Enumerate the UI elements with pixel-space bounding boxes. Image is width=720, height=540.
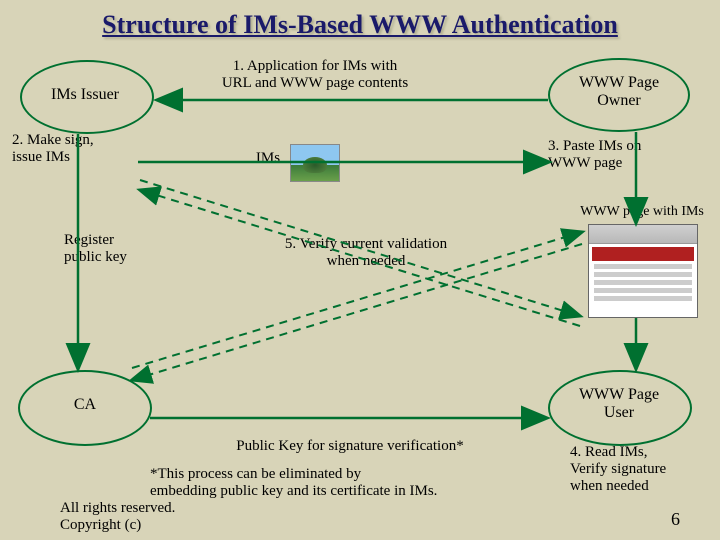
browser-thumbnail [588,224,698,318]
label-step4: 4. Read IMs, Verify signature when neede… [570,444,710,495]
label-note: *This process can be eliminated by embed… [150,466,530,500]
label-step5: 5. Verify current validation when needed [246,236,486,270]
label-register: Register public key [64,232,164,266]
label-ims: IMs [248,150,288,167]
label-step3: 3. Paste IMs on WWW page [548,138,698,172]
node-user: WWW Page User [560,386,678,422]
label-withims: WWW page with IMs [562,204,720,220]
node-owner: WWW Page Owner [564,74,674,110]
slide-title: Structure of IMs-Based WWW Authenticatio… [0,10,720,40]
slide-number: 6 [671,509,680,530]
node-issuer: IMs Issuer [40,86,130,104]
node-ca: CA [60,396,110,414]
ims-thumbnail [290,144,340,182]
label-pubkey: Public Key for signature verification* [190,438,510,455]
label-step1: 1. Application for IMs with URL and WWW … [185,58,445,92]
footer-copyright: All rights reserved. Copyright (c) [60,500,175,534]
label-step2: 2. Make sign, issue IMs [12,132,132,166]
